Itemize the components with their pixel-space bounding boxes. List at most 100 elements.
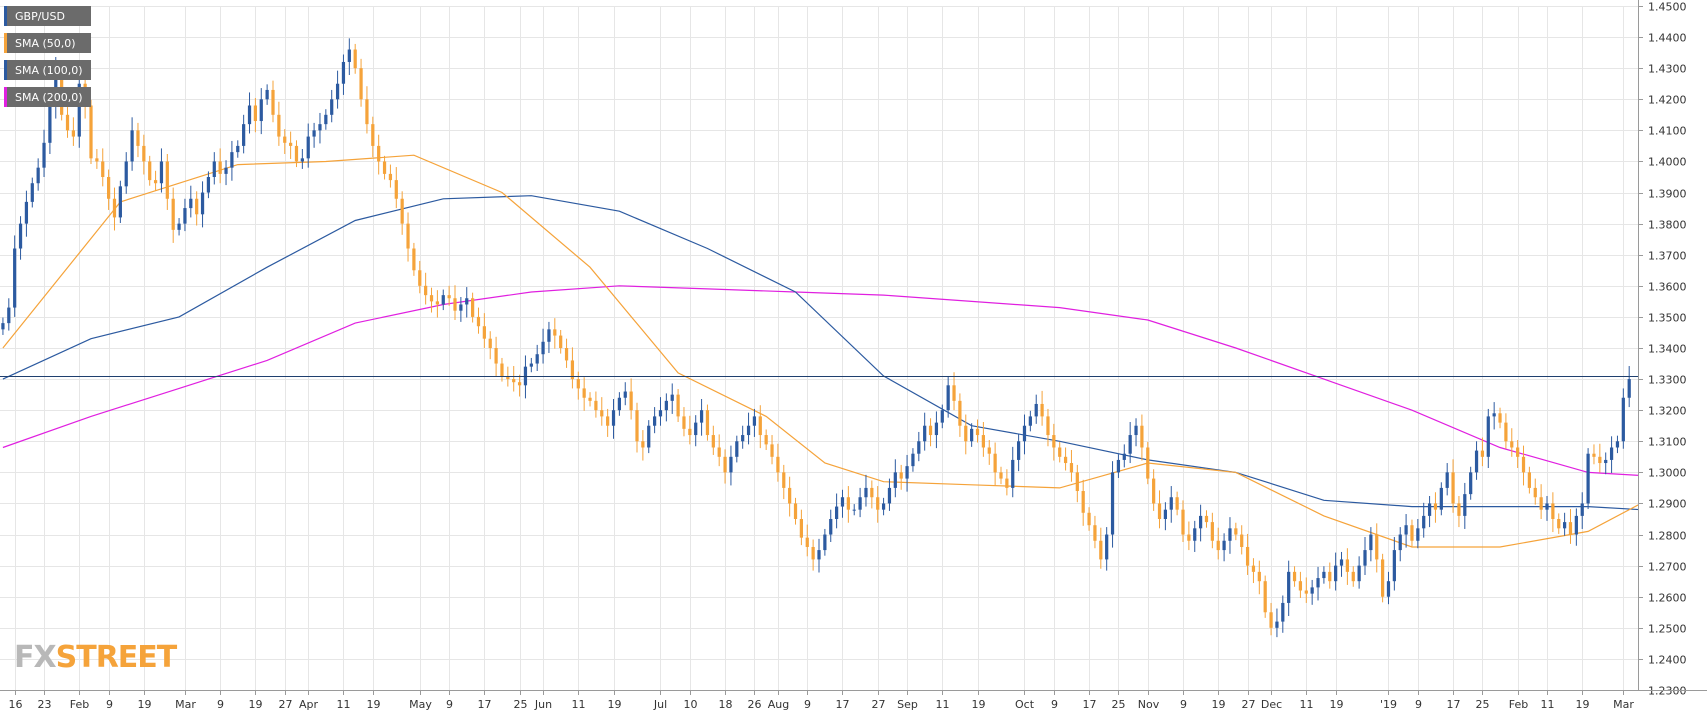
candle: [564, 338, 569, 368]
candle-body: [829, 519, 833, 535]
candle: [1586, 448, 1590, 510]
candle-body: [1433, 503, 1438, 510]
candle: [764, 429, 768, 450]
candle-body: [946, 385, 950, 411]
candle-body: [494, 348, 498, 364]
candle-body: [776, 456, 780, 473]
candle: [699, 398, 704, 436]
candle-body: [118, 186, 122, 218]
candle-body: [165, 161, 169, 199]
candle: [1011, 446, 1015, 498]
candle-body: [230, 152, 234, 168]
candle-body: [1557, 519, 1561, 529]
candle: [13, 235, 17, 317]
candle-body: [647, 425, 651, 448]
candle: [1609, 436, 1614, 473]
candle: [635, 402, 639, 453]
candle-body: [1240, 534, 1244, 547]
x-tick-label: 17: [478, 698, 492, 711]
candle: [1287, 560, 1291, 617]
candle: [1257, 560, 1261, 595]
candle-body: [799, 519, 804, 538]
candle-body: [1222, 540, 1226, 551]
x-tick-label: 19: [1330, 698, 1344, 711]
candle: [124, 152, 128, 194]
candle-body: [823, 534, 827, 551]
candle-body: [1134, 425, 1138, 436]
candle-body: [1375, 534, 1379, 560]
candle-body: [435, 301, 440, 305]
candle-body: [294, 145, 299, 162]
legend-item-sma100[interactable]: SMA (100,0): [4, 60, 91, 80]
candle: [1363, 537, 1367, 575]
candle-body: [212, 161, 216, 177]
candle-body: [723, 456, 727, 473]
candle-body: [1193, 528, 1197, 541]
candle: [1322, 566, 1326, 584]
legend-item-sma200[interactable]: SMA (200,0): [4, 87, 91, 107]
candle-body: [1592, 453, 1596, 457]
candle-body: [1146, 447, 1150, 479]
y-tick-label: 1.3100: [1648, 436, 1687, 449]
candle-body: [1334, 565, 1338, 582]
candle: [500, 357, 504, 382]
sma-100-line: [2, 195, 1641, 511]
candle: [1328, 562, 1332, 589]
candle-body: [1269, 612, 1273, 628]
candle: [494, 336, 498, 377]
candle-body: [13, 248, 17, 308]
candle: [606, 408, 610, 437]
candle-body: [300, 158, 304, 162]
candle-body: [588, 397, 592, 401]
candle-body: [1486, 416, 1490, 457]
candle-body: [923, 425, 927, 442]
candle-body: [517, 382, 522, 386]
y-tick-label: 1.3400: [1648, 343, 1687, 356]
candle-body: [570, 360, 575, 380]
candle-body: [271, 89, 275, 115]
candle-body: [840, 497, 845, 507]
candle: [171, 187, 175, 243]
candle: [917, 431, 921, 462]
candle: [377, 134, 381, 175]
candle: [441, 289, 445, 311]
candle-body: [1245, 546, 1250, 566]
x-tick-label: '19: [1380, 698, 1397, 711]
candle: [65, 105, 70, 138]
candle-body: [1510, 441, 1514, 448]
x-tick-label: Sep: [897, 698, 918, 711]
candle-body: [1287, 571, 1291, 603]
candle: [1022, 414, 1027, 455]
candle: [1557, 513, 1561, 534]
y-tick-label: 1.2800: [1648, 530, 1687, 543]
candle: [682, 407, 686, 437]
candle-body: [482, 326, 486, 339]
x-tick-label: 11: [337, 698, 351, 711]
candle-body: [694, 422, 698, 436]
candle: [829, 509, 833, 543]
y-tick-label: 1.2500: [1648, 623, 1687, 636]
candle: [793, 497, 798, 525]
candle-body: [371, 124, 375, 146]
candle-body: [699, 410, 704, 423]
legend-item-gbpusd[interactable]: GBP/USD: [4, 6, 91, 26]
x-tick-label: 10: [684, 698, 698, 711]
candle: [130, 117, 134, 171]
candle: [758, 405, 762, 449]
candle-body: [529, 363, 533, 367]
candle-body: [758, 416, 762, 436]
candle-body: [993, 453, 997, 473]
candle: [1175, 491, 1179, 516]
x-tick-label: 27: [872, 698, 886, 711]
candle: [1527, 466, 1532, 494]
candle-body: [729, 456, 733, 473]
x-tick-label: 19: [1212, 698, 1226, 711]
legend-item-sma50[interactable]: SMA (50,0): [4, 33, 91, 53]
candle-body: [1093, 525, 1097, 541]
candle: [1105, 527, 1109, 571]
candle-body: [1122, 453, 1126, 460]
candle-body: [717, 447, 721, 457]
candle: [1380, 553, 1385, 603]
